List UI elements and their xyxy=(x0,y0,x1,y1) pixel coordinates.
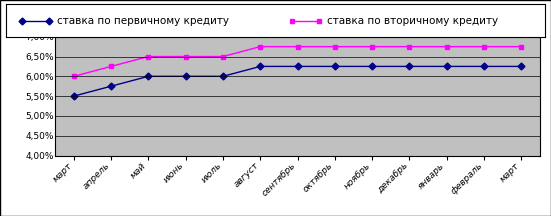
ставка по первичному кредиту xyxy=(444,65,450,68)
ставка по вторичному кредиту xyxy=(406,45,413,48)
ставка по вторичному кредиту xyxy=(145,55,152,58)
ставка по вторичному кредиту xyxy=(480,45,487,48)
ставка по первичному кредиту xyxy=(294,65,301,68)
ставка по первичному кредиту xyxy=(182,75,189,78)
Line: ставка по первичному кредиту: ставка по первичному кредиту xyxy=(71,64,524,98)
ставка по первичному кредиту xyxy=(406,65,413,68)
ставка по вторичному кредиту xyxy=(444,45,450,48)
ставка по первичному кредиту xyxy=(369,65,375,68)
Text: ставка по первичному кредиту: ставка по первичному кредиту xyxy=(57,16,229,25)
ставка по вторичному кредиту xyxy=(257,45,263,48)
ставка по вторичному кредиту xyxy=(108,65,115,68)
ставка по первичному кредиту xyxy=(480,65,487,68)
ставка по вторичному кредиту xyxy=(220,55,226,58)
ставка по вторичному кредиту xyxy=(71,75,77,78)
ставка по первичному кредиту xyxy=(332,65,338,68)
ставка по первичному кредиту xyxy=(145,75,152,78)
ставка по вторичному кредиту xyxy=(182,55,189,58)
ставка по первичному кредиту xyxy=(71,95,77,97)
Line: ставка по вторичному кредиту: ставка по вторичному кредиту xyxy=(71,44,524,79)
ставка по вторичному кредиту xyxy=(369,45,375,48)
ставка по вторичному кредиту xyxy=(332,45,338,48)
ставка по первичному кредиту xyxy=(108,85,115,87)
ставка по вторичному кредиту xyxy=(294,45,301,48)
ставка по первичному кредиту xyxy=(257,65,263,68)
ставка по первичному кредиту xyxy=(518,65,525,68)
ставка по первичному кредиту xyxy=(220,75,226,78)
ставка по вторичному кредиту xyxy=(518,45,525,48)
Text: ставка по вторичному кредиту: ставка по вторичному кредиту xyxy=(327,16,498,25)
